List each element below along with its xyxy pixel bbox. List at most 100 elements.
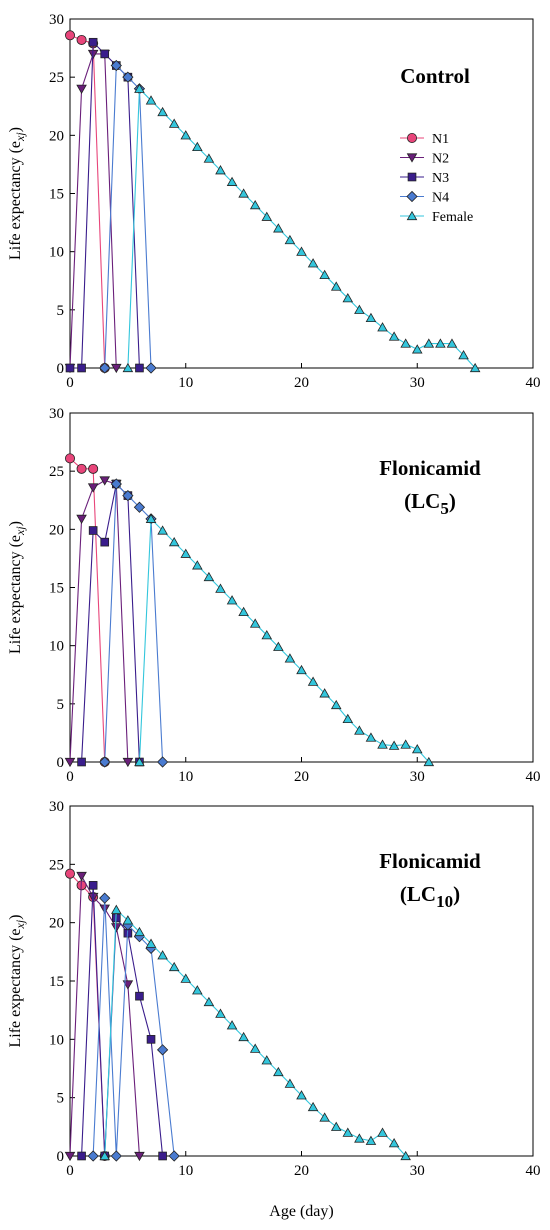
data-point — [192, 560, 203, 570]
data-point — [135, 363, 144, 373]
data-point — [145, 513, 157, 523]
y-tick-label: 10 — [49, 245, 64, 261]
data-point — [226, 595, 238, 605]
data-point — [168, 536, 180, 547]
series-line — [69, 457, 106, 763]
series-line — [127, 87, 476, 369]
data-point — [122, 362, 134, 373]
data-point — [249, 1043, 261, 1053]
data-point — [261, 630, 273, 640]
data-point — [65, 868, 76, 879]
y-tick-label: 30 — [49, 12, 64, 28]
data-point — [168, 1150, 180, 1162]
data-point — [110, 478, 122, 490]
data-point — [296, 664, 307, 675]
legend-marker — [406, 210, 418, 221]
data-point — [469, 362, 481, 373]
data-point — [388, 1137, 400, 1148]
data-point — [215, 583, 226, 593]
legend: N1 N2 N3 N4 Female — [400, 132, 473, 225]
data-point — [168, 118, 180, 128]
y-tick-label: 15 — [49, 974, 64, 990]
panel-title-line2: (LC5) — [404, 489, 456, 518]
x-tick-label: 30 — [410, 769, 425, 785]
data-point — [180, 973, 192, 983]
y-tick-label: 10 — [49, 1032, 64, 1048]
data-point — [273, 1066, 284, 1077]
series-line — [81, 482, 140, 763]
data-point — [99, 892, 111, 904]
data-point — [157, 950, 168, 960]
data-point — [180, 548, 192, 558]
y-tick-label: 25 — [49, 857, 64, 873]
series-n2 — [64, 49, 122, 374]
data-point — [261, 1055, 273, 1065]
data-point — [76, 34, 87, 45]
data-point — [388, 740, 400, 750]
panel-title: Control — [400, 64, 470, 88]
series-line — [69, 479, 129, 763]
data-point — [99, 1150, 111, 1161]
chart-panel-3: 0 5 10 15 20 25 30 0 10 20 30 40 Life expectancy (ex… — [7, 799, 541, 1179]
data-point — [168, 961, 180, 972]
x-tick-label: 20 — [294, 1163, 309, 1179]
y-tick-label: 30 — [49, 799, 64, 815]
data-point — [157, 106, 168, 117]
legend-label: N3 — [432, 171, 449, 186]
data-point — [180, 130, 192, 140]
data-point — [99, 476, 111, 486]
series-line — [104, 482, 164, 763]
data-point — [319, 688, 330, 698]
y-tick-label: 25 — [49, 70, 64, 86]
series-female — [122, 83, 481, 373]
data-point — [100, 49, 110, 59]
y-tick-label: 10 — [49, 639, 64, 655]
x-tick-label: 20 — [294, 769, 309, 785]
data-point — [134, 756, 145, 767]
legend-label: Female — [432, 210, 473, 225]
data-point — [261, 211, 273, 221]
data-point — [238, 1031, 249, 1042]
data-point — [238, 188, 249, 198]
data-point — [330, 281, 342, 291]
data-point — [203, 571, 215, 582]
x-tick-label: 10 — [178, 375, 193, 391]
y-tick-label: 5 — [57, 697, 65, 713]
data-point — [400, 338, 411, 348]
data-point — [158, 1151, 167, 1161]
data-point — [88, 37, 98, 47]
y-tick-label: 20 — [49, 522, 64, 538]
data-point — [146, 1035, 156, 1044]
legend-marker — [406, 132, 417, 143]
data-point — [156, 756, 169, 768]
data-point — [99, 362, 111, 374]
data-point — [284, 234, 296, 245]
x-tick-label: 0 — [66, 1163, 74, 1179]
data-point — [215, 1008, 226, 1018]
data-point — [134, 1151, 145, 1162]
data-point — [88, 526, 98, 535]
data-point — [446, 338, 458, 348]
y-tick-label: 5 — [57, 303, 65, 319]
data-point — [319, 1112, 330, 1122]
data-point — [135, 991, 144, 1001]
data-point — [64, 1151, 76, 1162]
data-point — [88, 881, 98, 890]
series-line — [69, 53, 117, 369]
legend-label: N4 — [432, 191, 449, 206]
panel-title-line2: (LC10) — [400, 882, 460, 911]
y-tick-label: 30 — [49, 406, 64, 422]
y-tick-label: 0 — [57, 755, 65, 771]
data-point — [76, 84, 87, 94]
data-point — [307, 1101, 319, 1112]
series-n3 — [65, 37, 144, 373]
data-point — [122, 71, 134, 83]
y-axis-title: Life expectancy (exj) — [7, 127, 27, 260]
data-point — [64, 757, 76, 768]
data-point — [122, 757, 134, 768]
data-point — [77, 1151, 86, 1161]
data-point — [111, 904, 122, 914]
chart-panel-2: 0 5 10 15 20 25 30 0 10 20 30 40 Life expectancy (ex… — [7, 406, 541, 785]
y-tick-label: 0 — [57, 361, 65, 377]
y-tick-label: 20 — [49, 916, 64, 932]
